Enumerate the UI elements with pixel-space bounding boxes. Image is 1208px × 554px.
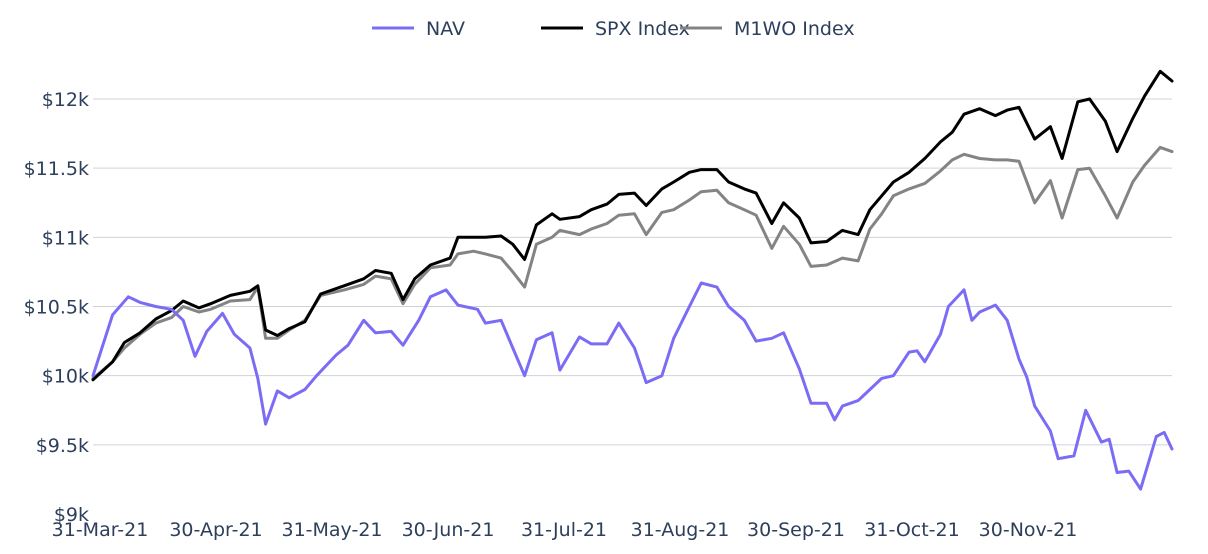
x-tick-label: 31-Aug-21 [631, 519, 730, 541]
legend-entry: SPX Index [595, 18, 690, 40]
x-tick-label: 30-Apr-21 [169, 519, 262, 541]
plot-area [91, 69, 1174, 491]
y-tick-label: $11k [42, 227, 89, 249]
y-tick-label: $10k [42, 366, 89, 388]
series-line-nav [91, 281, 1174, 491]
x-tick-label: 31-May-21 [281, 519, 382, 541]
y-axis: $9k $9.5k $10k $10.5k $11k $11.5k $12k [24, 89, 89, 526]
y-tick-label: $9k [54, 504, 89, 526]
y-tick-label: $11.5k [24, 158, 89, 180]
x-axis: 31-Mar-21 30-Apr-21 31-May-21 30-Jun-21 31-J… [52, 519, 1078, 541]
y-tick-label: $10.5k [24, 297, 89, 319]
x-tick-label: 31-Jul-21 [521, 519, 607, 541]
series-line-m1wo-index [91, 145, 1174, 380]
legend: NAV SPX Index M1WO Index [372, 18, 855, 40]
gridlines [93, 98, 1172, 446]
x-tick-label: 30-Sep-21 [747, 519, 845, 541]
x-tick-label: 31-Oct-21 [864, 519, 959, 541]
x-tick-label: 31-Mar-21 [52, 519, 149, 541]
y-tick-label: $12k [42, 89, 89, 111]
legend-entry: M1WO Index [734, 18, 855, 40]
series-line-spx-index [91, 69, 1174, 382]
x-tick-label: 30-Nov-21 [979, 519, 1078, 541]
legend-entry: NAV [426, 18, 465, 40]
y-tick-label: $9.5k [36, 435, 89, 457]
x-tick-label: 30-Jun-21 [402, 519, 495, 541]
